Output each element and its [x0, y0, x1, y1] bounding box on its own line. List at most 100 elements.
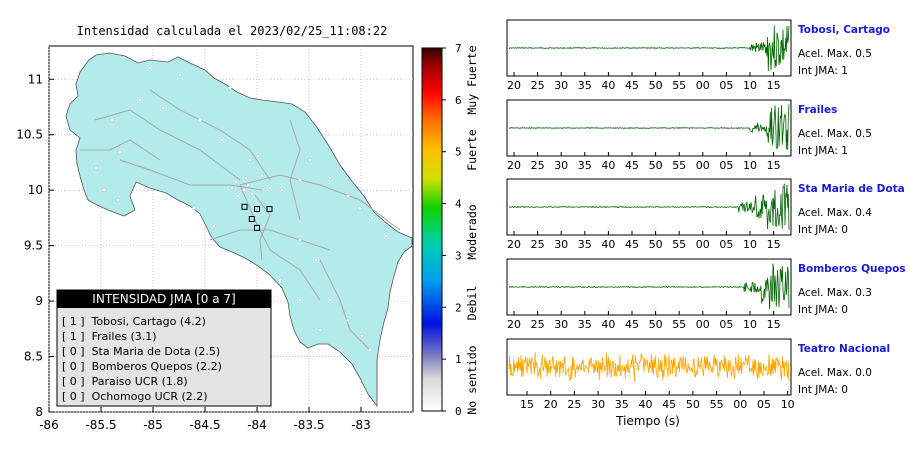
population-point	[346, 194, 350, 198]
map-y-tick-label: 10	[28, 183, 43, 197]
time-axis-label: Tiempo (s)	[615, 414, 680, 428]
time-tick-label: 05	[719, 318, 733, 331]
population-point	[244, 176, 248, 180]
time-tick-label: 50	[686, 398, 700, 411]
waveform-trace	[508, 183, 790, 230]
map-x-ticks: -86 -85.5 -85 -84.5 -84 -83.5 -83	[39, 407, 371, 432]
map-panel: Intensidad calculada el 2023/02/25_11:08…	[16, 24, 414, 432]
map-road	[94, 109, 241, 181]
time-tick-label: 20	[507, 79, 521, 92]
colorbar-label-no-sentido: No sentido	[465, 345, 479, 414]
colorbar-tick-label: 6	[455, 94, 462, 107]
population-point	[118, 150, 122, 154]
population-point	[178, 73, 182, 77]
colorbar-label-moderado: Moderado	[465, 204, 479, 259]
waveform-trace	[508, 352, 790, 382]
waveform-panel: 15 20 25 30 35 40 45 50 55 00 05 10 Teatro Nacional A…	[506, 338, 890, 411]
legend-header	[57, 290, 271, 308]
population-point	[144, 188, 148, 192]
time-tick-label: 50	[649, 79, 663, 92]
station-accel: Acel. Max. 0.5	[798, 48, 872, 60]
population-point	[102, 188, 106, 192]
colorbar-tick-label: 2	[455, 301, 462, 314]
time-tick-label: 10	[743, 318, 757, 331]
time-tick-label: 35	[578, 159, 592, 172]
map-y-tick-label: 11	[28, 72, 43, 86]
population-point	[236, 194, 240, 198]
time-tick-label: 05	[719, 79, 733, 92]
population-point	[246, 183, 250, 187]
time-tick-label: 10	[743, 159, 757, 172]
colorbar-tick-label: 3	[455, 249, 462, 262]
time-tick-label: 30	[554, 238, 568, 251]
population-point	[161, 106, 165, 110]
time-tick-label: 15	[767, 79, 781, 92]
population-point	[360, 334, 364, 338]
population-point	[370, 216, 374, 220]
population-point	[148, 66, 152, 70]
time-tick-label: 05	[757, 398, 771, 411]
time-tick-label: 30	[554, 159, 568, 172]
map-road	[209, 229, 331, 251]
colorbar-gradient	[421, 47, 443, 412]
waveform-trace	[509, 25, 790, 72]
time-tick-label: 25	[567, 398, 581, 411]
time-tick-label: 45	[625, 79, 639, 92]
time-tick-label: 25	[531, 318, 545, 331]
time-tick-label: 25	[531, 159, 545, 172]
map-y-ticks: 8 8.5 9 9.5 10 10.5 11	[16, 72, 54, 419]
time-tick-label: 15	[767, 318, 781, 331]
time-tick-label: 10	[743, 79, 757, 92]
population-point	[260, 174, 264, 178]
waveform-panel: 20 25 30 35 40 45 50 55 00 05 10 15 Frailes Acel. Max…	[506, 99, 872, 172]
population-point	[110, 118, 114, 122]
map-title: Intensidad calculada el 2023/02/25_11:08…	[77, 24, 388, 38]
population-point	[138, 98, 142, 102]
time-tick-label: 50	[649, 159, 663, 172]
station-name: Sta Maria de Dota	[798, 183, 905, 195]
station-jma: Int JMA: 0	[798, 304, 848, 316]
population-point	[198, 118, 202, 122]
population-point	[314, 258, 318, 262]
time-tick-label: 45	[625, 318, 639, 331]
time-tick-label: 20	[544, 398, 558, 411]
station-accel: Acel. Max. 0.0	[798, 367, 872, 379]
legend-entry-frailes: [ 1 ] Frailes (3.1)	[62, 330, 157, 343]
time-tick-label: 30	[591, 398, 605, 411]
map-x-tick-label: -86	[39, 418, 59, 432]
time-tick-label: 15	[767, 238, 781, 251]
population-point	[268, 186, 272, 190]
population-point	[234, 180, 238, 184]
station-marker	[254, 206, 260, 213]
legend-title: INTENSIDAD JMA [0 a 7]	[92, 292, 235, 306]
station-name: Bomberos Quepos	[798, 263, 906, 275]
time-tick-label: 45	[662, 398, 676, 411]
map-road	[149, 89, 271, 181]
population-point	[164, 196, 168, 200]
population-point	[328, 176, 332, 180]
colorbar-tick-label: 7	[455, 42, 462, 55]
colorbar-tick-label: 5	[455, 146, 462, 159]
population-point	[228, 86, 232, 90]
station-marker	[248, 216, 255, 223]
population-point	[346, 318, 350, 322]
time-tick-label: 35	[578, 318, 592, 331]
time-tick-label: 00	[733, 398, 747, 411]
colorbar-tick-label: 4	[455, 198, 462, 211]
map-y-tick-label: 10.5	[16, 128, 43, 142]
population-point	[212, 224, 216, 228]
station-name: Frailes	[798, 104, 837, 116]
population-point	[384, 234, 388, 238]
population-point	[192, 206, 196, 210]
population-point	[250, 192, 254, 196]
population-point	[242, 188, 246, 192]
time-tick-label: 20	[507, 238, 521, 251]
map-x-tick-label: -84	[247, 418, 267, 432]
time-tick-label: 55	[672, 159, 686, 172]
population-point	[338, 348, 342, 352]
map-x-tick-label: -85	[143, 418, 163, 432]
time-tick-label: 10	[781, 398, 795, 411]
map-y-tick-label: 9.5	[24, 239, 43, 253]
time-tick-label: 50	[649, 238, 663, 251]
map-y-tick-label: 8	[35, 405, 43, 419]
